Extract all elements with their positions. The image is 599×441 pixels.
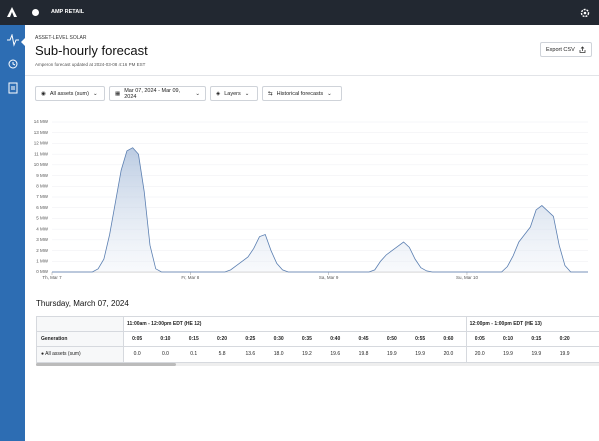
- column-header: 0:60: [443, 336, 454, 342]
- filter-label: Mar 07, 2024 - Mar 09, 2024: [124, 87, 181, 100]
- table-value: 19.9: [503, 351, 513, 357]
- column-header: 0:05: [474, 336, 485, 342]
- row-line: [37, 331, 599, 332]
- table-value: 19.8: [358, 351, 369, 357]
- y-tick-label: 0 MW: [36, 269, 49, 274]
- table-value: 5.8: [218, 351, 226, 357]
- filter-assets[interactable]: ◉ All assets (sum) ⌄: [35, 86, 105, 101]
- column-header: 0:20: [217, 336, 228, 342]
- table-value: 0.0: [161, 351, 169, 357]
- area-fill: [52, 147, 588, 272]
- y-tick-label: 4 MW: [36, 226, 49, 231]
- x-tick-label: Th, Mar 7: [42, 275, 62, 280]
- brand[interactable]: AMP RETAIL: [51, 9, 85, 15]
- table-value: 19.9: [415, 351, 425, 357]
- settings-icon[interactable]: [580, 8, 590, 18]
- column-header: 0:15: [188, 336, 199, 342]
- table-value: 19.9: [386, 351, 397, 357]
- filter-layers[interactable]: ◈ Layers ⌄: [210, 86, 258, 101]
- sidebar: [0, 25, 25, 441]
- subtitle: Amperon forecast updated at 2024-03-08 4…: [35, 62, 146, 67]
- nav-pointer: [21, 38, 25, 46]
- y-tick-label: 6 MW: [36, 205, 49, 210]
- page-title: Sub-hourly forecast: [35, 43, 148, 58]
- group-separator: [465, 317, 467, 362]
- column-header: 0:10: [160, 336, 171, 342]
- divider: [25, 75, 599, 76]
- y-tick-label: 13 MW: [34, 130, 49, 135]
- y-tick-label: 10 MW: [34, 162, 49, 167]
- column-header: 0:20: [559, 336, 570, 342]
- column-header: 0:35: [301, 336, 312, 342]
- column-header: 0:30: [273, 336, 284, 342]
- row-header-column: [37, 317, 124, 362]
- x-tick-label: Fr, Mar 8: [181, 275, 199, 280]
- row-line: [37, 346, 599, 347]
- filter-dates[interactable]: ▦ Mar 07, 2024 - Mar 09, 2024 ⌄: [109, 86, 206, 101]
- y-tick-label: 9 MW: [36, 173, 49, 178]
- filter-label: All assets (sum): [49, 90, 89, 97]
- logo: [7, 7, 17, 17]
- table-date: Thursday, March 07, 2024: [36, 299, 129, 308]
- y-tick-label: 11 MW: [34, 151, 49, 156]
- table-value: 19.9: [531, 351, 542, 357]
- group-separator: [123, 317, 124, 362]
- table-value: 19.2: [302, 351, 312, 357]
- export-icon: [579, 46, 586, 53]
- y-tick-label: 8 MW: [36, 183, 49, 188]
- y-tick-label: 3 MW: [36, 237, 49, 242]
- table-value: 0.0: [133, 351, 141, 357]
- column-header: 0:25: [245, 336, 256, 342]
- export-button[interactable]: Export CSV: [540, 42, 592, 57]
- column-header: 0:40: [330, 336, 341, 342]
- y-tick-label: 14 MW: [34, 119, 49, 124]
- top-bar: AMP RETAIL: [0, 0, 599, 25]
- section-label: ASSET-LEVEL SOLAR: [35, 35, 87, 41]
- table-value: 18.0: [273, 351, 284, 357]
- export-label: Export CSV: [546, 46, 575, 53]
- filter-label: Historical forecasts: [276, 90, 324, 97]
- table-value: 13.6: [245, 351, 256, 357]
- filter-historical[interactable]: ⇆ Historical forecasts ⌄: [262, 86, 342, 101]
- row-label-text: All assets (sum): [45, 351, 81, 357]
- filter-label: Layers: [224, 90, 241, 97]
- column-header: 0:50: [386, 336, 397, 342]
- chart: 0 MW 1 MW 2 MW 3 MW 4 MW 5 MW 6 MW 7 MW 8 MW 9 MW…: [34, 119, 588, 280]
- table-value: 19.9: [559, 351, 570, 357]
- column-header: 0:45: [358, 336, 369, 342]
- group-header: 11:00am - 12:00pm EDT (HE 12): [127, 321, 202, 327]
- y-tick-label: 12 MW: [34, 141, 49, 146]
- table-value: 20.0: [474, 351, 485, 357]
- row-label: ● All assets (sum): [41, 351, 81, 357]
- org-dot: [32, 9, 39, 16]
- scroll-thumb[interactable]: [36, 363, 176, 366]
- y-tick-label: 1 MW: [36, 258, 49, 263]
- column-header: 0:10: [503, 336, 514, 342]
- area-line: [52, 147, 588, 273]
- y-tick-label: 5 MW: [36, 216, 49, 221]
- column-header: 0:05: [132, 336, 143, 342]
- y-tick-label: 2 MW: [36, 248, 49, 253]
- table-value: 0.1: [190, 351, 198, 357]
- data-table: Generation ● All assets (sum) 11:00am - …: [36, 316, 599, 363]
- scrollbar[interactable]: [36, 363, 599, 366]
- column-header: 0:15: [531, 336, 542, 342]
- x-tick-label: Su, Mar 10: [456, 275, 479, 280]
- x-tick-label: Sa, Mar 9: [319, 275, 339, 280]
- row-header: Generation: [41, 336, 68, 342]
- table-value: 19.6: [330, 351, 341, 357]
- column-header: 0:55: [415, 336, 426, 342]
- table-value: 20.0: [443, 351, 454, 357]
- y-tick-label: 7 MW: [36, 194, 49, 199]
- group-header: 12:00pm - 1:00pm EDT (HE 13): [469, 321, 542, 327]
- nav-icons[interactable]: [6, 34, 20, 104]
